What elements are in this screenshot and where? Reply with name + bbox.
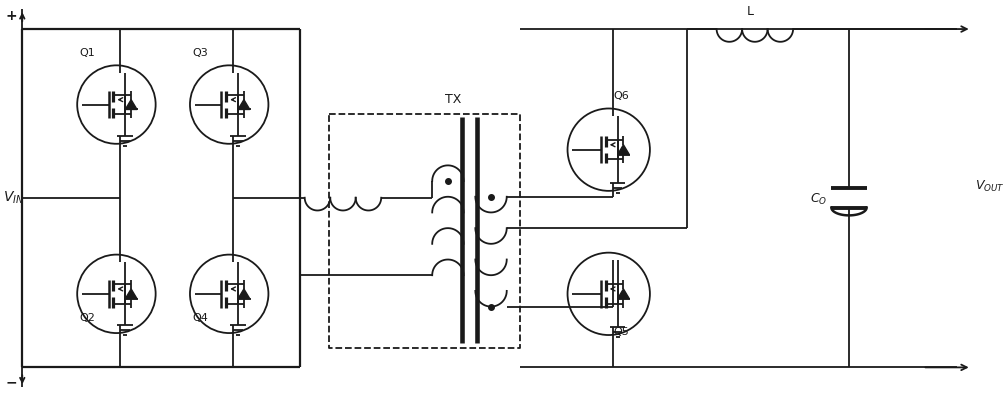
Text: Q2: Q2: [79, 313, 95, 323]
Text: $V_{IN}$: $V_{IN}$: [3, 190, 24, 206]
Text: Q5: Q5: [614, 327, 629, 337]
Text: $V_{OUT}$: $V_{OUT}$: [975, 178, 1004, 193]
Polygon shape: [617, 289, 629, 299]
Text: Q3: Q3: [192, 48, 208, 58]
Polygon shape: [617, 145, 629, 154]
Text: −: −: [6, 375, 17, 389]
Polygon shape: [238, 289, 250, 299]
Text: TX: TX: [445, 93, 461, 106]
Text: $C_O$: $C_O$: [810, 191, 827, 207]
Text: Q6: Q6: [614, 91, 629, 101]
Polygon shape: [126, 289, 137, 299]
Text: L: L: [747, 6, 754, 18]
Text: Q4: Q4: [192, 313, 208, 323]
Polygon shape: [238, 100, 250, 110]
Text: Q1: Q1: [79, 48, 94, 58]
Text: +: +: [6, 9, 17, 23]
Polygon shape: [126, 100, 137, 110]
